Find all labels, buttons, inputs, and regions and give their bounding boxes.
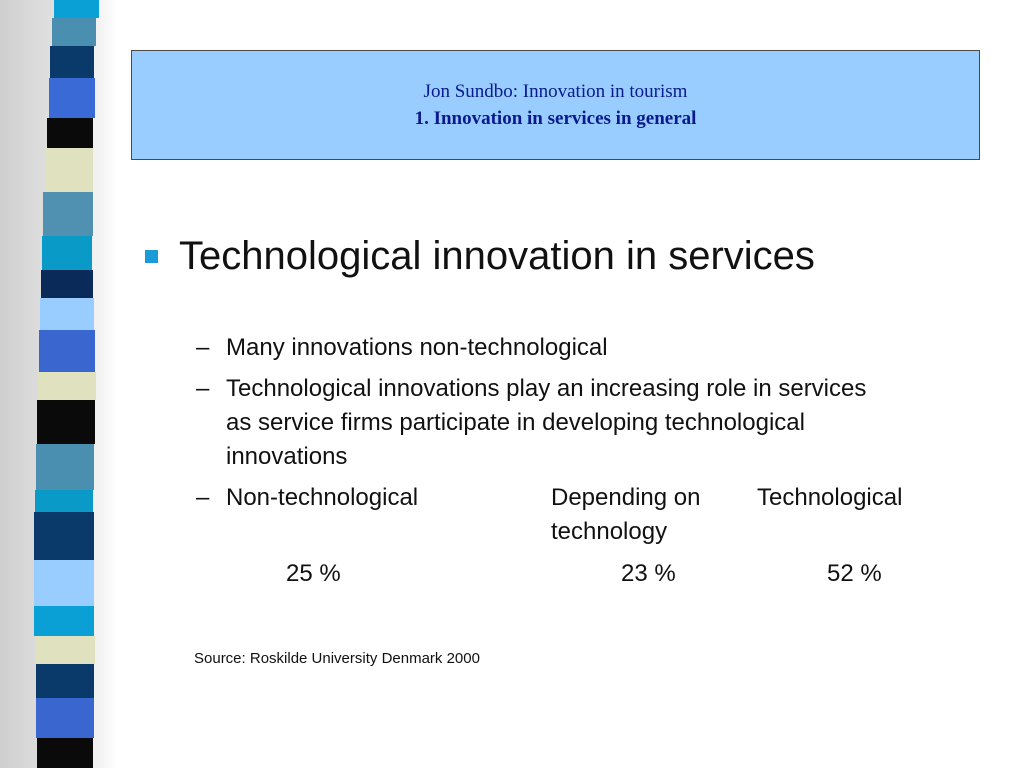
sub-bullet-line: Technological innovations play an increa…: [226, 375, 867, 402]
strip-block: [43, 192, 93, 236]
value-depending-on-technology: 23 %: [621, 560, 676, 587]
strip-block: [49, 78, 95, 118]
strip-block: [38, 372, 96, 400]
square-bullet-icon: [145, 250, 158, 263]
header-depending-line1: Depending on: [551, 484, 701, 511]
header-non-technological: Non-technological: [226, 484, 419, 511]
value-non-technological: 25 %: [286, 560, 341, 587]
strip-block: [52, 18, 96, 46]
strip-block: [34, 512, 94, 560]
strip-block: [39, 330, 95, 372]
strip-block: [41, 270, 93, 298]
strip-block: [36, 664, 94, 698]
strip-block: [47, 118, 93, 148]
dash-marker: –: [196, 375, 210, 402]
source-note: Source: Roskilde University Denmark 2000: [194, 650, 480, 667]
sub-bullet-text: Many innovations non-technological: [226, 334, 608, 361]
strip-block: [42, 236, 92, 270]
strip-block: [37, 738, 93, 768]
dash-marker: –: [196, 484, 210, 511]
strip-block: [54, 0, 99, 18]
strip-block: [34, 560, 94, 606]
strip-block: [40, 298, 94, 330]
title-line-section: 1. Innovation in services in general: [414, 108, 697, 129]
header-depending-on-technology: Depending on technology: [551, 481, 700, 549]
header-depending-line2: technology: [551, 518, 668, 545]
decorative-color-strip: [0, 0, 99, 768]
strip-block: [37, 400, 95, 444]
strip-block: [45, 148, 93, 192]
sub-bullet-line: innovations: [226, 443, 348, 470]
strip-block: [36, 444, 94, 490]
strip-block: [36, 698, 94, 738]
strip-block: [50, 46, 94, 78]
main-bullet: Technological innovation in services: [145, 234, 815, 279]
strip-block: [35, 490, 93, 512]
value-technological: 52 %: [827, 560, 882, 587]
slide-title-box: Jon Sundbo: Innovation in tourism 1. Inn…: [131, 50, 980, 160]
title-line-author: Jon Sundbo: Innovation in tourism: [423, 81, 688, 102]
dash-marker: –: [196, 334, 210, 361]
main-bullet-text: Technological innovation in services: [179, 234, 815, 278]
sub-bullet-line: as service firms participate in developi…: [226, 409, 805, 436]
strip-block: [34, 606, 94, 636]
header-technological: Technological: [757, 484, 903, 511]
strip-block: [35, 636, 95, 664]
